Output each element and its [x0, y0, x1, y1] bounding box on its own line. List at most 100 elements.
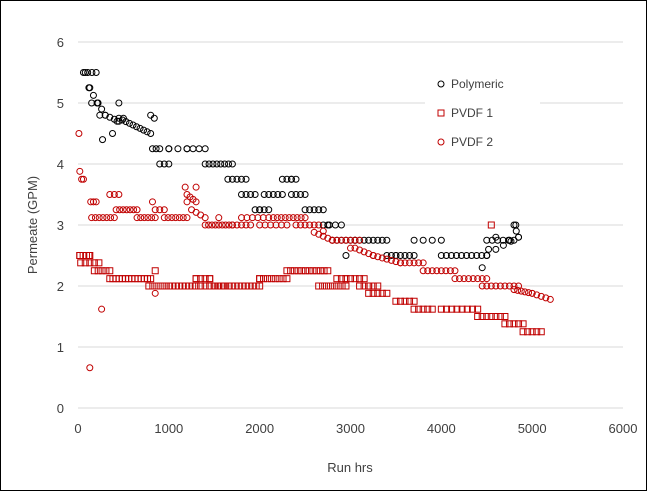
series-polymeric [79, 69, 523, 272]
data-point [228, 175, 236, 183]
data-point [228, 221, 236, 229]
data-point [126, 206, 134, 214]
data-point [148, 198, 156, 206]
data-point [365, 289, 373, 297]
data-point [301, 221, 309, 229]
data-point [256, 282, 264, 290]
data-point [374, 253, 382, 261]
legend-label-pvdf2: PVDF 2 [451, 135, 493, 149]
data-point [496, 282, 504, 290]
data-point [133, 123, 141, 131]
data-point [492, 282, 500, 290]
data-point [483, 282, 491, 290]
data-point [151, 206, 159, 214]
data-series [75, 69, 554, 372]
data-point [290, 267, 298, 275]
data-point [150, 114, 158, 122]
data-point [175, 214, 183, 222]
data-point [453, 305, 461, 313]
data-point [95, 259, 103, 267]
data-point [242, 175, 250, 183]
data-point [256, 275, 264, 283]
data-point [319, 232, 327, 240]
data-point [248, 214, 256, 222]
data-point [152, 145, 160, 153]
data-point [164, 214, 172, 222]
data-point [113, 117, 121, 125]
data-point [144, 214, 152, 222]
data-point [86, 364, 94, 372]
data-point [172, 214, 180, 222]
data-point [337, 275, 345, 283]
data-point [356, 275, 364, 283]
data-point [197, 282, 205, 290]
data-point [319, 206, 327, 214]
data-point [149, 282, 157, 290]
data-point [233, 221, 241, 229]
data-point [456, 275, 463, 283]
data-point [365, 236, 373, 244]
data-point [125, 119, 133, 127]
data-point [487, 282, 495, 290]
data-point [320, 267, 328, 275]
data-point [261, 221, 269, 229]
data-point [328, 236, 336, 244]
data-point [519, 320, 527, 328]
data-point [179, 214, 187, 222]
data-point [447, 252, 455, 259]
data-point [374, 289, 382, 297]
data-point [133, 206, 141, 214]
data-point [496, 313, 504, 320]
data-point [507, 237, 515, 245]
data-point [88, 69, 96, 76]
data-point [283, 175, 291, 183]
data-point [374, 282, 382, 290]
data-point [483, 236, 491, 244]
data-point [528, 289, 536, 297]
data-point [446, 267, 454, 275]
data-point [211, 221, 219, 229]
data-point [88, 214, 96, 222]
data-point [283, 275, 291, 283]
data-point [115, 191, 123, 198]
data-point [537, 328, 545, 336]
data-point [148, 214, 156, 222]
data-point [247, 221, 255, 229]
data-point [396, 252, 404, 259]
data-point [347, 236, 354, 244]
data-point [337, 236, 345, 244]
data-point [483, 252, 491, 259]
x-tick-label: 5000 [518, 421, 547, 436]
data-point [474, 275, 482, 283]
data-point [238, 214, 245, 222]
data-point [278, 191, 286, 198]
data-point [333, 275, 341, 283]
data-point [510, 286, 518, 294]
data-point [106, 267, 114, 275]
data-point [271, 275, 279, 283]
data-point [410, 297, 418, 305]
y-axis-tick-labels: 0 1 2 3 4 5 6 [57, 35, 64, 416]
data-point [437, 236, 445, 244]
data-point [242, 221, 250, 229]
series-pvdf-1 [76, 221, 545, 336]
data-point [201, 160, 209, 168]
data-point [156, 160, 164, 168]
data-point [147, 130, 155, 137]
data-point [140, 126, 148, 134]
data-point [265, 206, 273, 214]
data-point [94, 267, 102, 275]
data-point [419, 259, 427, 267]
data-point [292, 175, 300, 183]
y-tick-label: 4 [57, 157, 64, 172]
data-point [168, 214, 176, 222]
data-point [463, 305, 471, 313]
data-point [106, 191, 114, 198]
data-point [79, 69, 87, 76]
data-point [267, 275, 275, 283]
data-point [406, 252, 414, 259]
data-point [460, 275, 468, 283]
data-point [369, 289, 377, 297]
data-point [492, 313, 500, 320]
